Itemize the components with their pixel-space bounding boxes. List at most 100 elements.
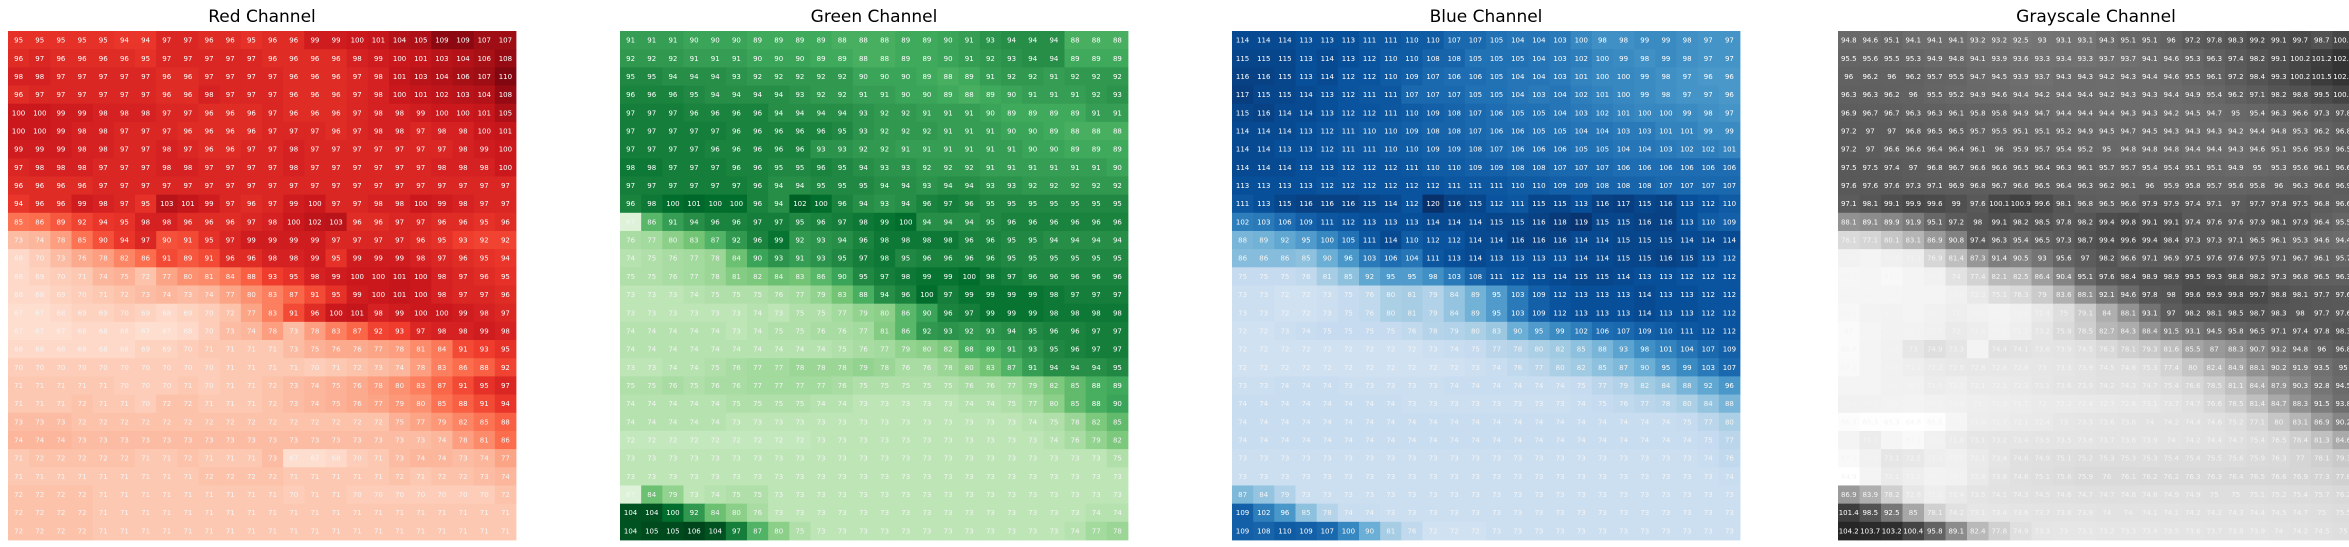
heatmap-cell-label: 97.8 bbox=[2271, 200, 2287, 208]
heatmap-cell-label: 90 bbox=[1323, 255, 1332, 263]
heatmap-cell-label: 97 bbox=[374, 182, 383, 190]
heatmap-cell-label: 77 bbox=[838, 309, 847, 317]
heatmap-cell-label: 107 bbox=[1469, 109, 1482, 117]
heatmap-cell-label: 72 bbox=[626, 437, 635, 445]
heatmap-cell-label: 96 bbox=[374, 218, 383, 226]
heatmap-cell-label: 72 bbox=[120, 291, 129, 299]
heatmap-cell-label: 95 bbox=[437, 237, 446, 245]
heatmap-cell-label: 97 bbox=[480, 182, 489, 190]
heatmap-cell-label: 76 bbox=[859, 346, 868, 354]
heatmap-cell-label: 73 bbox=[1344, 473, 1353, 481]
heatmap-cell-label: 92 bbox=[944, 164, 953, 172]
heatmap-cell-label: 113 bbox=[1532, 255, 1545, 263]
heatmap-cell-label: 98 bbox=[1683, 37, 1692, 45]
heatmap-cell-label: 71 bbox=[141, 473, 150, 481]
heatmap-cell-label: 95 bbox=[838, 127, 847, 135]
heatmap-cell-label: 97 bbox=[332, 146, 341, 154]
heatmap-cell-label: 101 bbox=[687, 200, 700, 208]
heatmap-cell-label: 90 bbox=[838, 273, 847, 281]
heatmap-cell-label: 98 bbox=[1640, 346, 1649, 354]
heatmap-cell-label: 96 bbox=[753, 182, 762, 190]
heatmap-cell-label: 99 bbox=[965, 291, 974, 299]
heatmap-cell-label: 75 bbox=[774, 327, 783, 335]
heatmap-cell-label: 95.1 bbox=[2120, 37, 2136, 45]
heatmap-cell-label: 73 bbox=[1704, 491, 1713, 499]
heatmap-cell-label: 73 bbox=[1619, 527, 1628, 535]
heatmap-cell-label: 94.3 bbox=[2163, 127, 2179, 135]
heatmap-cell-label: 95 bbox=[690, 91, 699, 99]
heatmap-cell-label: 94 bbox=[944, 218, 953, 226]
heatmap-cell-label: 84 bbox=[1450, 291, 1459, 299]
heatmap-cell-label: 104 bbox=[478, 91, 492, 99]
heatmap-cell-label: 73 bbox=[1513, 509, 1522, 517]
heatmap-cell-label: 96 bbox=[14, 182, 23, 190]
heatmap-cell-label: 91 bbox=[944, 127, 953, 135]
heatmap-cell-label: 100 bbox=[414, 273, 427, 281]
heatmap-cell-label: 97.3 bbox=[2056, 237, 2072, 245]
heatmap-cell-label: 89 bbox=[922, 37, 931, 45]
heatmap-cell-label: 96 bbox=[268, 37, 277, 45]
heatmap-cell bbox=[240, 121, 263, 141]
heatmap-cell-label: 101 bbox=[1723, 146, 1736, 154]
heatmap-cell-label: 77 bbox=[226, 291, 235, 299]
heatmap-cell-label: 74 bbox=[1577, 418, 1586, 426]
heatmap-cell-label: 98 bbox=[353, 55, 362, 63]
heatmap-cell-label: 95 bbox=[480, 218, 489, 226]
heatmap-cell-label: 96.2 bbox=[2099, 182, 2115, 190]
heatmap-cell bbox=[346, 67, 369, 86]
heatmap-cell-label: 94 bbox=[753, 91, 762, 99]
heatmap-cell-label: 76 bbox=[838, 327, 847, 335]
heatmap-cell-label: 81.1 bbox=[2228, 382, 2244, 390]
heatmap-cell-label: 96 bbox=[753, 127, 762, 135]
heatmap-cell-label: 99 bbox=[1661, 55, 1670, 63]
heatmap-cell-label: 101 bbox=[393, 273, 406, 281]
heatmap-cell-label: 73 bbox=[880, 418, 889, 426]
heatmap-cell-label: 113 bbox=[1321, 164, 1334, 172]
heatmap-cell-label: 99.3 bbox=[2206, 273, 2222, 281]
heatmap-cell-label: 98 bbox=[647, 164, 656, 172]
heatmap-cell-label: 89 bbox=[56, 218, 65, 226]
heatmap-cell-label: 97 bbox=[501, 309, 510, 317]
heatmap-cell-label: 73 bbox=[901, 455, 910, 463]
heatmap-cell-label: 71 bbox=[416, 473, 425, 481]
heatmap-cell-label: 73 bbox=[1113, 473, 1122, 481]
heatmap-cell-label: 95.9 bbox=[2163, 182, 2179, 190]
heatmap-cell-label: 97 bbox=[247, 218, 256, 226]
heatmap-cell-label: 74 bbox=[626, 346, 635, 354]
heatmap-cell-label: 99.6 bbox=[2034, 200, 2050, 208]
heatmap-cell-label: 103 bbox=[414, 73, 427, 81]
heatmap-cell-label: 98 bbox=[1640, 55, 1649, 63]
heatmap-cell-label: 97.9 bbox=[2249, 218, 2265, 226]
heatmap-cell-label: 98.8 bbox=[2271, 291, 2287, 299]
heatmap-cell bbox=[92, 176, 115, 196]
heatmap-cell bbox=[325, 140, 348, 159]
heatmap-cell-label: 97.1 bbox=[1927, 182, 1943, 190]
panel-title-blue: Blue Channel bbox=[1430, 7, 1543, 27]
heatmap-cell-label: 89 bbox=[1049, 127, 1058, 135]
heatmap-cell-label: 67 bbox=[14, 309, 23, 317]
heatmap-cell-label: 73 bbox=[1049, 527, 1058, 535]
heatmap-cell-label: 90 bbox=[859, 73, 868, 81]
heatmap-cell-label: 73 bbox=[1704, 527, 1713, 535]
heatmap-cell-label: 110 bbox=[1532, 182, 1545, 190]
heatmap-cell-label: 73 bbox=[1238, 309, 1247, 317]
heatmap-cell-label: 99 bbox=[268, 237, 277, 245]
heatmap-cell-label: 110 bbox=[1405, 109, 1418, 117]
heatmap-cell-label: 73 bbox=[1450, 491, 1459, 499]
heatmap-cell-label: 85 bbox=[1577, 346, 1586, 354]
heatmap-cell-label: 74 bbox=[753, 309, 762, 317]
heatmap-cell-label: 89 bbox=[1092, 146, 1101, 154]
heatmap-cell-label: 71 bbox=[162, 473, 171, 481]
heatmap-cell-label: 97 bbox=[416, 327, 425, 335]
heatmap-cell-label: 94 bbox=[880, 182, 889, 190]
heatmap-cell-label: 87 bbox=[1619, 364, 1628, 372]
heatmap-cell bbox=[219, 49, 242, 68]
heatmap-cell-label: 75 bbox=[2059, 309, 2068, 317]
heatmap-cell-label: 112 bbox=[1723, 255, 1736, 263]
heatmap-cell-label: 96.3 bbox=[1927, 109, 1943, 117]
heatmap-cell-label: 82 bbox=[753, 273, 762, 281]
heatmap-cell-label: 96.8 bbox=[1970, 182, 1986, 190]
heatmap-cell-label: 95 bbox=[2253, 164, 2262, 172]
heatmap-cell-label: 92 bbox=[732, 237, 741, 245]
heatmap-cell-label: 93 bbox=[944, 327, 953, 335]
